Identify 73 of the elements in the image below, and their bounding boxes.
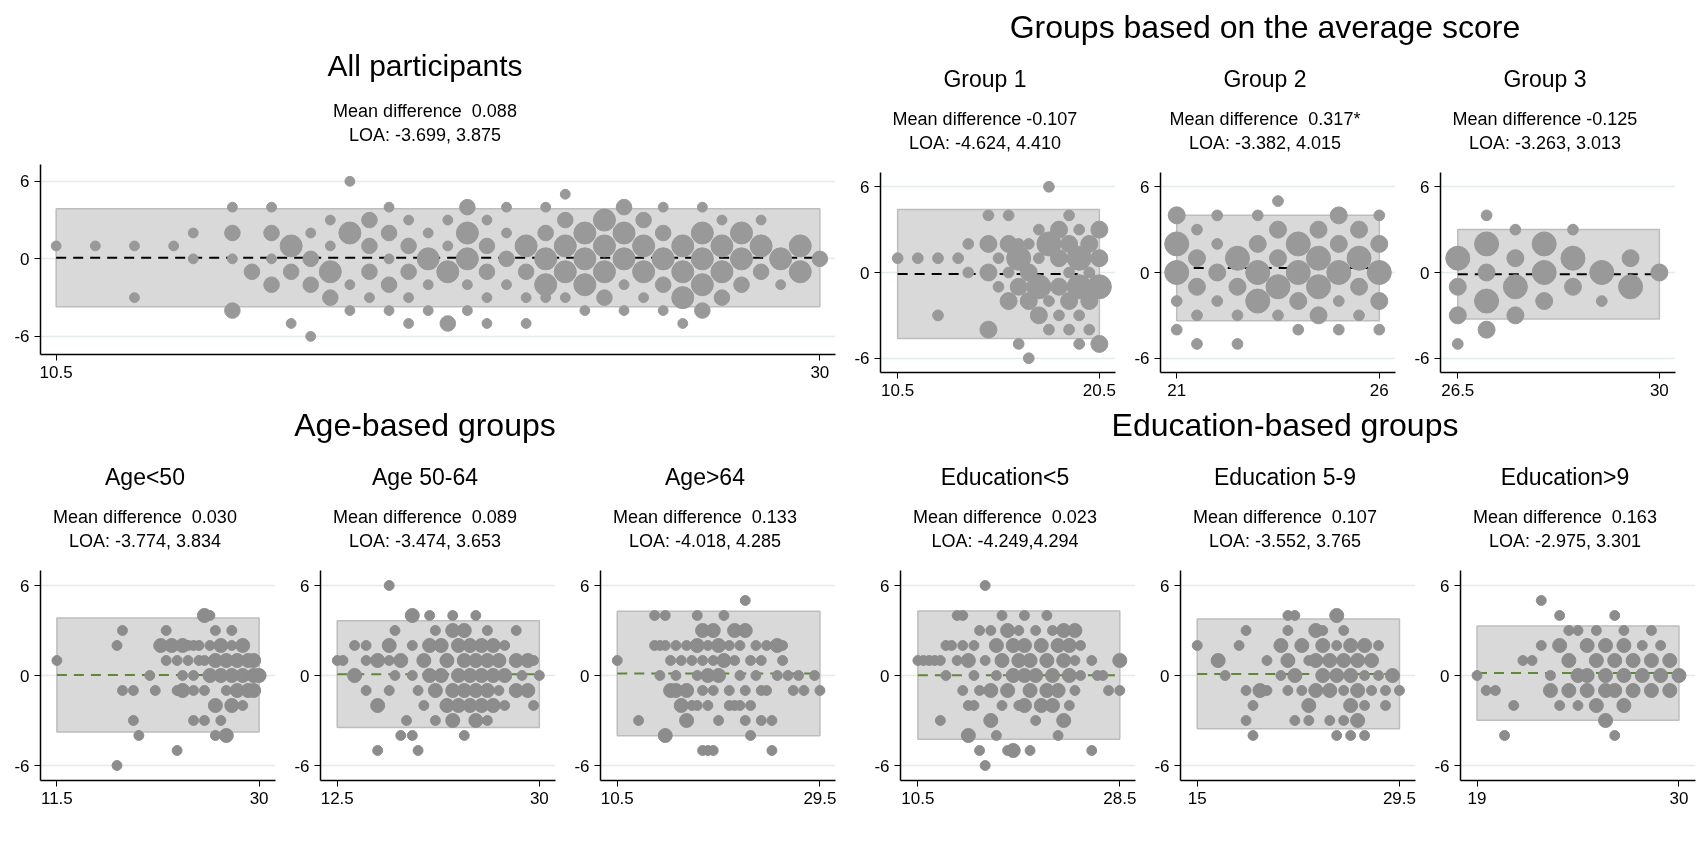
chart-title: Education>9 — [1500, 463, 1630, 492]
y-tick-label: 0 — [20, 249, 30, 269]
x-tick-label: 10.5 — [881, 380, 915, 400]
x-tick-label: 21 — [1167, 380, 1187, 400]
chart-title: Group 2 — [1223, 65, 1307, 94]
y-tick-label: 6 — [580, 576, 590, 596]
y-tick-label: -6 — [874, 756, 890, 776]
y-tick-label: 0 — [580, 666, 590, 686]
y-tick-label: -6 — [1154, 756, 1170, 776]
chart-subtitle: Mean difference 0.088 LOA: -3.699, 3.875 — [333, 100, 517, 147]
y-tick-label: -6 — [14, 327, 30, 347]
x-tick-label: 11.5 — [40, 788, 73, 808]
y-tick-label: 0 — [20, 666, 30, 686]
y-tick-label: 6 — [880, 576, 890, 596]
text: Education-based groups — [1111, 406, 1459, 445]
x-tick-label: 26 — [1369, 380, 1389, 400]
y-tick-label: -6 — [1134, 349, 1150, 369]
y-tick-label: 6 — [860, 177, 870, 197]
chart-subtitle: Mean difference -0.107 LOA: -4.624, 4.410 — [892, 108, 1078, 155]
x-tick-label: 29.5 — [803, 788, 837, 808]
x-tick-label: 30 — [1649, 380, 1669, 400]
chart-title: Education<5 — [940, 463, 1070, 492]
y-tick-label: 6 — [1140, 177, 1150, 197]
x-tick-label: 30 — [1669, 788, 1689, 808]
y-tick-label: 0 — [880, 666, 890, 686]
y-tick-label: 0 — [1140, 263, 1150, 283]
chart-title: Education 5-9 — [1214, 463, 1356, 492]
chart-title: Age<50 — [105, 463, 185, 492]
chart-subtitle: Mean difference 0.023 LOA: -4.249,4.294 — [913, 506, 1097, 553]
y-tick-label: -6 — [574, 756, 590, 776]
y-tick-label: -6 — [1414, 349, 1430, 369]
text: Age-based groups — [294, 406, 556, 445]
chart-subtitle: Mean difference 0.133 LOA: -4.018, 4.285 — [613, 506, 797, 553]
y-tick-label: 6 — [20, 172, 30, 192]
x-tick-label: 12.5 — [320, 788, 354, 808]
x-tick-label: 10.5 — [901, 788, 935, 808]
y-tick-label: 0 — [1420, 263, 1430, 283]
y-tick-label: 0 — [1440, 666, 1450, 686]
chart-subtitle: Mean difference 0.317* LOA: -3.382, 4.015 — [1169, 108, 1361, 155]
x-tick-label: 29.5 — [1382, 788, 1417, 808]
x-tick-label: 15 — [1187, 788, 1207, 808]
x-tick-label: 10.5 — [600, 788, 634, 808]
chart-title: All participants — [327, 48, 523, 84]
x-tick-label: 28.5 — [1103, 788, 1137, 808]
y-tick-label: -6 — [854, 349, 870, 369]
y-tick-label: 0 — [1160, 666, 1170, 686]
chart-subtitle: Mean difference 0.089 LOA: -3.474, 3.653 — [333, 506, 517, 553]
x-tick-label: 26.5 — [1441, 380, 1475, 400]
chart-title: Age>64 — [665, 463, 745, 492]
x-tick-label: 19 — [1467, 788, 1487, 808]
x-tick-label: 30 — [249, 788, 269, 808]
chart-title: Group 1 — [943, 65, 1027, 94]
y-tick-label: 6 — [300, 576, 310, 596]
y-tick-label: 0 — [300, 666, 310, 686]
x-tick-label: 30 — [810, 362, 830, 382]
y-tick-label: -6 — [294, 756, 310, 776]
y-tick-label: 6 — [1440, 576, 1450, 596]
chart-title: Group 3 — [1503, 65, 1587, 94]
x-tick-label: 10.5 — [39, 362, 73, 382]
x-tick-label: 20.5 — [1082, 380, 1116, 400]
text: Groups based on the average score — [1009, 8, 1521, 47]
y-tick-label: 6 — [20, 576, 30, 596]
y-tick-label: 0 — [860, 263, 870, 283]
chart-subtitle: Mean difference 0.107 LOA: -3.552, 3.765 — [1193, 506, 1377, 553]
chart-subtitle: Mean difference 0.030 LOA: -3.774, 3.834 — [53, 506, 237, 553]
y-tick-label: 6 — [1160, 576, 1170, 596]
y-tick-label: 6 — [1420, 177, 1430, 197]
chart-subtitle: Mean difference 0.163 LOA: -2.975, 3.301 — [1473, 506, 1657, 553]
y-tick-label: -6 — [14, 756, 30, 776]
y-tick-label: -6 — [1434, 756, 1450, 776]
chart-title: Age 50-64 — [371, 463, 479, 492]
chart-subtitle: Mean difference -0.125 LOA: -3.263, 3.013 — [1452, 108, 1638, 155]
x-tick-label: 30 — [529, 788, 549, 808]
